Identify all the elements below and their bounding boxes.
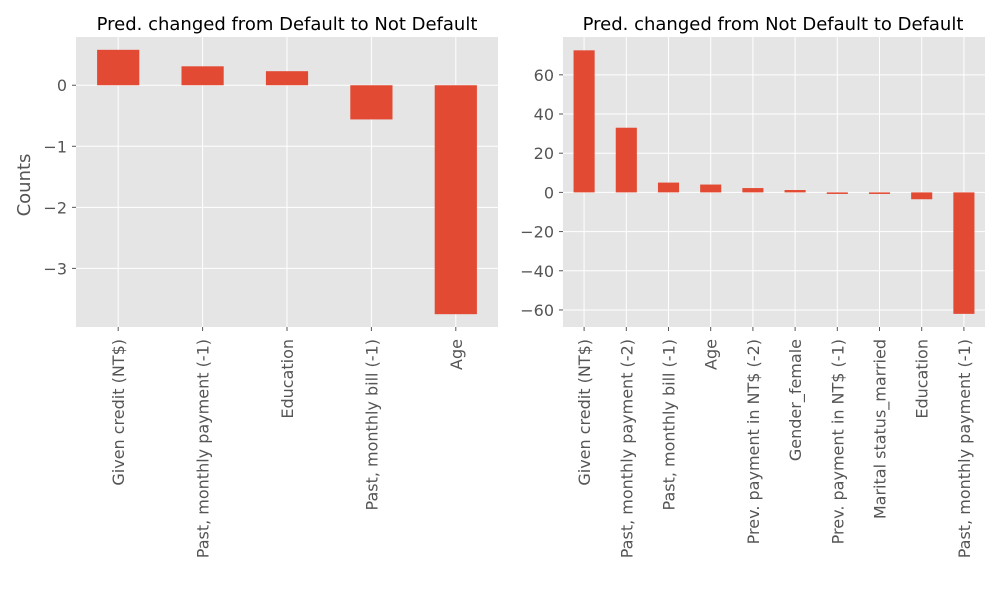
left-grid — [76, 37, 498, 327]
left-bars — [97, 49, 477, 315]
left-y-ticks: 0 −1 −2 −3 — [43, 76, 76, 278]
right-y-tick-label: −40 — [520, 262, 554, 281]
left-bar — [265, 71, 309, 86]
right-x-tick-label: Age — [702, 339, 721, 370]
right-bar — [615, 127, 637, 193]
right-x-tick-label: Gender_female — [786, 339, 806, 461]
left-x-tick-label: Education — [278, 339, 297, 419]
right-bars — [573, 50, 975, 314]
right-y-tick-label: −20 — [520, 223, 554, 242]
right-x-tick-label: Prev. payment in NT$ (-2) — [744, 339, 763, 544]
right-y-ticks: 60 40 20 0 −20 −40 −60 — [520, 66, 563, 320]
left-y-tick-label: −3 — [43, 259, 67, 278]
right-x-tick-label: Past, monthly payment (-1) — [955, 339, 974, 558]
right-bar — [868, 192, 891, 194]
right-y-tick-label: 60 — [534, 66, 554, 85]
right-x-ticks: Given credit (NT$) Past, monthly payment … — [575, 327, 974, 558]
right-bar — [953, 192, 975, 314]
right-bar — [911, 192, 933, 200]
right-subplot: 60 40 20 0 −20 −40 −60 Given credit (NT$) Past,… — [520, 14, 985, 558]
left-y-tick-label: 0 — [57, 76, 67, 95]
left-y-axis-label: Counts — [14, 154, 35, 217]
left-bar — [350, 85, 393, 120]
right-y-tick-label: 0 — [544, 183, 554, 202]
left-x-ticks: Given credit (NT$) Past, monthly payment … — [109, 327, 466, 558]
right-y-tick-label: 40 — [534, 105, 554, 124]
left-bar — [181, 66, 224, 86]
right-x-tick-label: Marital status_married — [871, 339, 891, 519]
right-bar — [657, 182, 680, 193]
left-chart-title: Pred. changed from Default to Not Defaul… — [97, 14, 478, 35]
left-y-tick-label: −2 — [43, 198, 67, 217]
left-x-tick-label: Past, monthly payment (-1) — [194, 339, 213, 558]
left-bar — [97, 49, 140, 86]
right-bar — [573, 50, 595, 193]
left-y-tick-label: −1 — [43, 137, 67, 156]
left-x-tick-label: Age — [447, 339, 466, 370]
right-chart-title: Pred. changed from Not Default to Defaul… — [583, 14, 964, 35]
left-subplot: 0 −1 −2 −3 Given credit (NT$) Past, monthly … — [14, 14, 498, 558]
right-x-tick-label: Given credit (NT$) — [575, 339, 594, 486]
right-x-tick-label: Prev. payment in NT$ (-1) — [828, 339, 847, 544]
right-x-tick-label: Past, monthly bill (-1) — [660, 339, 679, 510]
left-x-tick-label: Given credit (NT$) — [109, 339, 128, 486]
right-bar — [784, 190, 806, 193]
right-y-tick-label: −60 — [520, 301, 554, 320]
right-y-tick-label: 20 — [534, 144, 554, 163]
right-bar — [700, 184, 722, 193]
right-x-tick-label: Past, monthly payment (-2) — [617, 339, 636, 558]
left-x-tick-label: Past, monthly bill (-1) — [362, 339, 381, 510]
right-x-tick-label: Education — [913, 339, 932, 419]
right-bar — [742, 188, 764, 193]
right-bar — [826, 192, 848, 194]
left-bar — [434, 85, 477, 315]
